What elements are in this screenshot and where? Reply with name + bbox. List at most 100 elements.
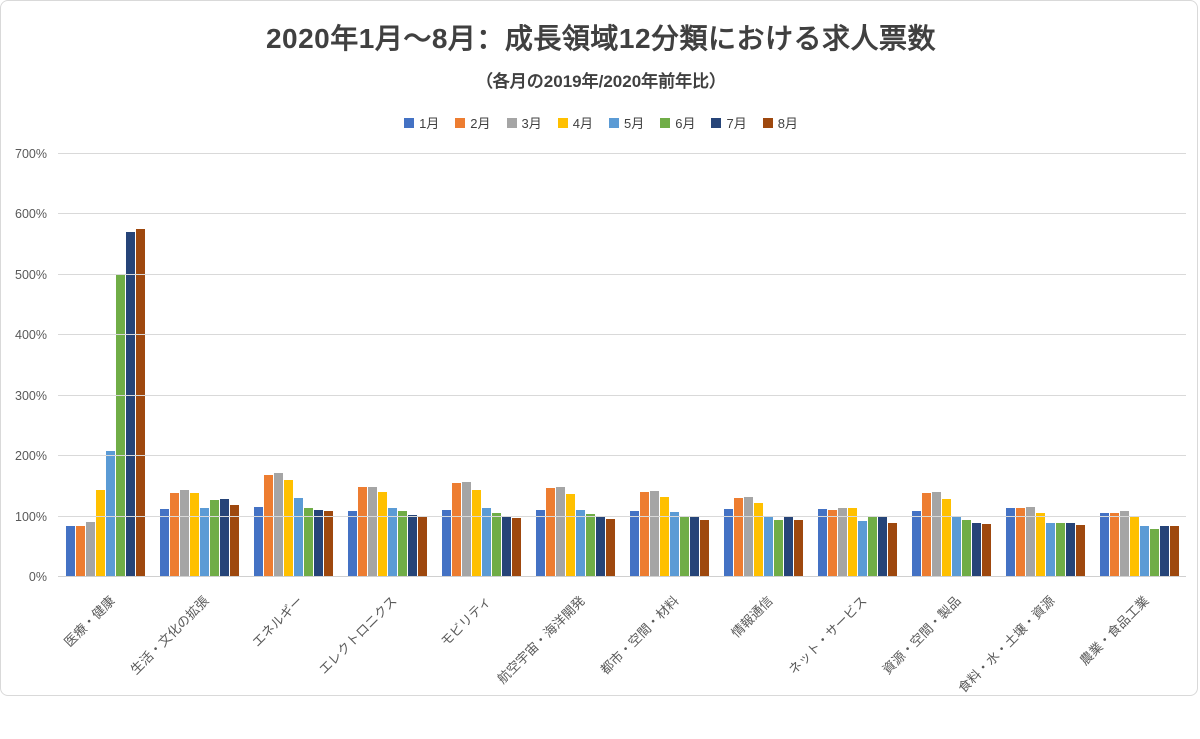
bar-3月 [179,490,189,576]
bar-5月 [293,498,303,576]
bar-group [434,153,528,576]
bar-6月 [491,513,501,576]
bar-4月 [565,494,575,576]
legend-item-4月: 4月 [557,113,593,132]
gridline-200% [58,455,1186,457]
bar-3月 [837,508,847,576]
bar-1月 [535,510,545,576]
bar-7月 [125,232,135,576]
legend-swatch [609,117,619,128]
bar-2月 [451,483,461,576]
bar-4月 [753,503,763,576]
legend-item-8月: 8月 [762,113,798,132]
bar-6月 [1149,529,1159,576]
bar-group [998,153,1092,576]
bar-2月 [545,488,555,576]
legend-label: 6月 [675,116,696,131]
bar-group [152,153,246,576]
bar-1月 [253,507,263,576]
bar-1月 [1005,508,1015,576]
bar-5月 [951,516,961,576]
gridline-100% [58,515,1186,517]
bar-2月 [357,487,367,576]
bar-5月 [481,508,491,576]
bar-7月 [595,516,605,576]
ytick-label: 400% [15,328,47,343]
legend-label: 1月 [419,116,440,131]
bar-1月 [347,511,357,576]
bar-6月 [209,500,219,576]
bar-2月 [1109,513,1119,576]
ytick-label: 100% [15,509,47,524]
plot-area [58,153,1186,577]
bar-3月 [367,487,377,576]
bar-1月 [1099,513,1109,576]
bar-1月 [441,510,451,576]
legend-label: 2月 [470,116,491,131]
bar-4月 [941,499,951,576]
xtick-label: 医療・健康 [61,593,118,650]
x-axis-line [58,576,1186,577]
ytick-label: 0% [28,570,47,584]
bar-5月 [857,521,867,576]
bar-3月 [649,491,659,576]
bar-8月 [699,520,709,576]
bar-8月 [1169,526,1179,576]
legend-label: 8月 [777,116,798,131]
legend-item-1月: 1月 [404,113,439,132]
bar-group [528,153,622,576]
bar-8月 [229,505,239,576]
bar-2月 [1015,508,1025,576]
bar-8月 [793,520,803,576]
bar-7月 [1159,526,1169,576]
bar-group [1092,153,1186,576]
gridline-700% [58,153,1186,154]
gridline-500% [58,273,1186,275]
bar-group [340,153,434,576]
bar-8月 [981,524,991,576]
legend-item-2月: 2月 [455,113,491,132]
bar-1月 [159,509,169,576]
bar-5月 [387,508,397,576]
chart-subtitle: （各月の2019年/2020年前年比） [475,72,727,91]
bar-8月 [605,519,615,576]
bar-6月 [585,514,595,576]
legend-item-5月: 5月 [609,113,644,132]
bar-2月 [733,498,743,576]
x-axis-labels: 医療・健康 生活・文化の拡張 エネルギー エレクトロニクス モビリティ 航空宇宙・海洋開発… [58,577,1186,697]
legend-item-3月: 3月 [506,113,542,132]
bar-4月 [1129,516,1139,576]
bar-6月 [679,516,689,576]
bar-4月 [283,480,293,576]
bar-6月 [961,520,971,576]
bar-3月 [273,473,283,576]
bar-3月 [555,487,565,576]
bar-2月 [169,493,179,576]
bar-6月 [1055,523,1065,576]
ytick-label: 200% [15,449,47,464]
bar-7月 [971,523,981,576]
gridline-600% [58,213,1186,215]
bar-4月 [377,492,387,576]
bar-4月 [471,490,481,576]
legend-swatch [660,117,671,128]
bar-group [810,153,904,576]
bar-2月 [827,510,837,576]
bar-2月 [75,526,85,576]
bar-3月 [1119,511,1129,576]
bar-4月 [189,493,199,576]
ytick-label: 700% [15,147,47,161]
gridline-300% [58,394,1186,396]
bar-6月 [867,517,877,576]
ytick-label: 300% [15,388,47,403]
bar-3月 [1025,507,1035,576]
bar-7月 [313,510,323,576]
bar-8月 [417,517,427,576]
legend-label: 4月 [572,116,593,131]
bar-8月 [511,518,521,576]
bar-group [246,153,340,576]
bar-group [622,153,716,576]
legend: 1月 2月 3月 4月 5月 6月 7月 8月 [1,113,1200,132]
bar-4月 [659,497,669,576]
gridline-400% [58,334,1186,336]
